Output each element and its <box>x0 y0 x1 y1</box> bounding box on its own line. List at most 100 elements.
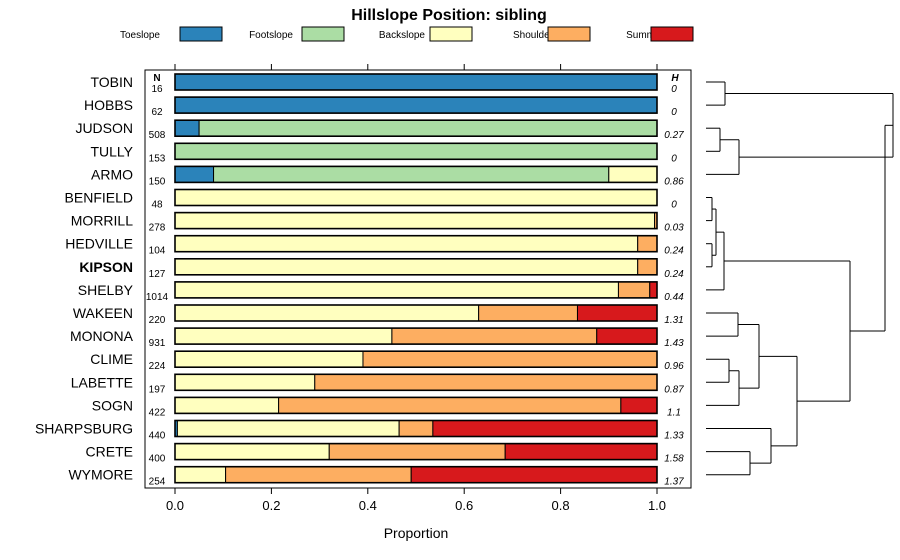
category-label: KIPSON <box>79 259 133 275</box>
bar-segment-summit <box>649 281 658 299</box>
legend-swatch-footslope <box>301 26 345 42</box>
sample-size-label: 48 <box>151 200 163 211</box>
bar-segment-backslope <box>174 373 316 391</box>
legend-swatch-summit <box>650 26 694 42</box>
bar-segment-backslope <box>176 420 400 437</box>
sample-size-label: 62 <box>151 107 163 118</box>
bar-segment-footslope <box>198 119 658 137</box>
category-label: SOGN <box>92 397 133 413</box>
bar-outline <box>174 96 658 114</box>
bar-segment-backslope <box>174 443 330 461</box>
bar-outline <box>174 419 658 438</box>
bar-segment-backslope <box>174 304 480 322</box>
bar-segment-summit <box>410 466 658 484</box>
bar-segment-backslope <box>174 466 227 484</box>
entropy-label: 0.44 <box>664 292 684 303</box>
bar-segment-toeslope <box>174 165 215 183</box>
bar-segment-shoulder <box>328 443 506 461</box>
sample-size-label: 278 <box>149 223 166 234</box>
bar-segment-backslope <box>608 165 658 183</box>
category-label: HOBBS <box>84 97 133 113</box>
entropy-label: 0.24 <box>664 269 684 280</box>
entropy-label: 0 <box>671 200 677 211</box>
sample-size-label: 1014 <box>146 292 169 303</box>
bar-outline <box>174 234 658 253</box>
category-label: MONONA <box>70 328 134 344</box>
sample-size-label: 224 <box>149 361 166 372</box>
category-label: TULLY <box>90 143 133 159</box>
category-label: MORRILL <box>71 213 133 229</box>
legend-label-backslope: Backslope <box>379 30 426 41</box>
bar-segment-shoulder <box>637 235 658 253</box>
entropy-label: 0 <box>671 84 677 95</box>
bar-outline <box>174 304 658 322</box>
bar-outline <box>174 373 658 392</box>
bar-segment-backslope <box>174 327 393 345</box>
entropy-label: 0.86 <box>664 176 684 187</box>
sample-size-label: 422 <box>149 407 166 418</box>
entropy-label: 1.43 <box>664 338 684 349</box>
category-label: CLIME <box>90 351 133 367</box>
entropy-label: 1.37 <box>664 477 684 488</box>
n-column-header: N <box>153 73 160 84</box>
bar-segment-shoulder <box>314 373 658 391</box>
bar-segment-backslope <box>174 258 639 276</box>
sample-size-label: 104 <box>149 246 166 257</box>
bar-segment-backslope <box>174 212 656 230</box>
category-label: SHARPSBURG <box>35 421 133 437</box>
sample-size-label: 220 <box>149 315 166 326</box>
bar-segment-backslope <box>174 281 619 299</box>
category-label: WYMORE <box>68 467 133 483</box>
sample-size-label: 197 <box>149 384 166 395</box>
bar-segment-shoulder <box>617 281 651 299</box>
h-column-header: H <box>671 73 679 84</box>
bar-segment-shoulder <box>278 396 622 414</box>
category-label: BENFIELD <box>65 190 133 206</box>
bar-outline <box>174 465 658 484</box>
legend-swatch-backslope <box>429 26 473 42</box>
entropy-label: 1.33 <box>664 431 684 442</box>
bar-segment-summit <box>596 327 658 345</box>
sample-size-label: 440 <box>149 431 166 442</box>
x-tick-label: 0.2 <box>262 498 280 513</box>
bar-outline <box>174 73 658 91</box>
x-tick-label: 0.8 <box>552 498 570 513</box>
entropy-label: 0.03 <box>664 223 684 234</box>
chart-title: Hillslope Position: sibling <box>351 7 547 24</box>
legend-swatch-shoulder <box>547 26 591 42</box>
dendrogram <box>706 81 894 476</box>
bar-outline <box>174 327 658 345</box>
bar-outline <box>174 211 658 230</box>
legend: Toeslope Footslope Backslope Shoulder Summit <box>120 26 694 42</box>
legend-swatch-toeslope <box>179 26 223 42</box>
x-tick-label: 0.0 <box>166 498 184 513</box>
x-axis: 0.0 0.2 0.4 0.6 0.8 1.0 <box>166 64 666 513</box>
legend-label-shoulder: Shoulder <box>513 30 554 41</box>
category-label: WAKEEN <box>73 305 133 321</box>
sample-size-label: 508 <box>149 130 166 141</box>
entropy-label: 0.87 <box>664 384 684 395</box>
entropy-label: 0 <box>671 153 677 164</box>
bar-segment-shoulder <box>362 350 658 368</box>
bar-segment-toeslope <box>174 96 658 114</box>
sample-size-label: 16 <box>151 84 163 95</box>
entropy-label: 1.1 <box>667 407 681 418</box>
bar-rows: TOBIN 16 0 HOBBS 62 0 JUDSON 508 0.27 TULLY 153 0 AR… <box>35 73 684 488</box>
legend-label-toeslope: Toeslope <box>120 30 160 41</box>
legend-label-summit: Summit <box>626 30 660 41</box>
x-axis-label: Proportion <box>384 525 449 541</box>
bar-segment-footslope <box>213 165 610 183</box>
bar-segment-backslope <box>174 189 658 206</box>
sample-size-label: 153 <box>149 153 166 164</box>
bar-segment-toeslope <box>174 73 658 91</box>
entropy-label: 0.96 <box>664 361 684 372</box>
bar-segment-shoulder <box>391 327 598 345</box>
x-tick-label: 1.0 <box>648 498 666 513</box>
bar-segment-shoulder <box>478 304 578 322</box>
category-label: JUDSON <box>75 120 133 136</box>
bar-outline <box>174 281 658 299</box>
category-label: TOBIN <box>90 74 133 90</box>
category-label: ARMO <box>91 166 133 182</box>
bar-segment-summit <box>504 443 658 461</box>
